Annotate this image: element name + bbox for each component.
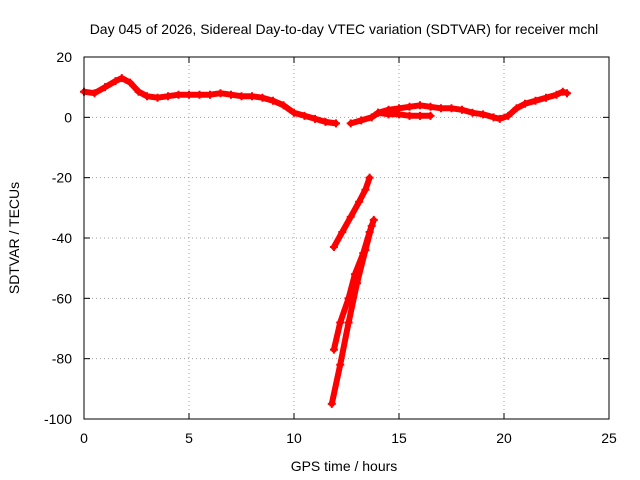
data-point [552, 90, 561, 99]
data-point [458, 105, 466, 114]
data-point [126, 78, 135, 87]
data-point [357, 116, 366, 125]
data-point [384, 110, 393, 119]
data-point [426, 111, 435, 120]
data-point [512, 104, 521, 113]
chart-title: Day 045 of 2026, Sidereal Day-to-day VTE… [90, 21, 599, 37]
data-point [426, 102, 435, 111]
data-point [279, 101, 288, 110]
data-point [269, 96, 277, 105]
data-point [365, 173, 374, 182]
series-2 [374, 108, 435, 120]
data-point [447, 104, 456, 113]
data-point [101, 83, 109, 92]
data-point [336, 360, 345, 369]
tick-layer [83, 56, 610, 420]
data-point [227, 90, 235, 99]
y-tick-label: 0 [64, 109, 72, 125]
data-point [111, 77, 120, 86]
y-tick-label: -60 [52, 290, 72, 306]
data-point [495, 114, 504, 123]
data-point [346, 119, 355, 128]
data-point [374, 108, 382, 117]
data-point [290, 108, 298, 117]
data-point [117, 74, 126, 83]
data-point [395, 110, 403, 119]
data-point [237, 92, 246, 101]
data-point [300, 111, 309, 120]
data-point [468, 108, 477, 117]
series-5 [327, 221, 376, 408]
data-point [134, 87, 143, 96]
data-point [206, 90, 214, 99]
data-point [367, 113, 376, 122]
data-point [332, 119, 340, 128]
data-point [489, 113, 498, 122]
data-point [355, 197, 364, 206]
data-point [153, 93, 162, 102]
x-tick-label: 25 [601, 430, 617, 446]
data-point [90, 89, 99, 98]
x-tick-label: 0 [80, 430, 88, 446]
x-tick-label: 5 [185, 430, 193, 446]
data-point [563, 89, 571, 98]
series-1 [346, 87, 571, 128]
data-point [311, 114, 319, 123]
data-point [185, 90, 193, 99]
data-layer [80, 74, 571, 408]
x-axis-label: GPS time / hours [291, 458, 398, 474]
y-tick-label: -80 [52, 351, 72, 367]
data-point [437, 104, 445, 113]
data-point [346, 212, 355, 221]
data-point [248, 92, 256, 101]
data-point [195, 90, 204, 99]
data-point [143, 92, 151, 101]
data-point [361, 185, 370, 194]
data-point [338, 227, 347, 236]
data-point [416, 111, 424, 120]
data-point [174, 90, 183, 99]
data-point [479, 110, 487, 119]
y-tick-label: 20 [56, 49, 72, 65]
data-point [521, 99, 529, 108]
data-point [327, 399, 336, 408]
data-point [416, 101, 424, 110]
series-3 [329, 173, 374, 252]
x-tick-label: 15 [391, 430, 407, 446]
data-point [369, 215, 378, 224]
data-point [405, 111, 414, 120]
x-tick-label: 10 [286, 430, 302, 446]
data-point [558, 87, 567, 96]
data-point [405, 102, 414, 111]
data-point [367, 221, 376, 230]
data-point [344, 318, 353, 327]
data-point [164, 92, 172, 101]
data-point [542, 93, 550, 102]
data-point [329, 345, 338, 354]
series-line [328, 222, 375, 407]
data-point [504, 111, 513, 120]
y-tick-label: -40 [52, 230, 72, 246]
y-tick-label: -100 [44, 411, 72, 427]
tick-label-layer: 0 5 10 15 20 25 -100 -80 -60 -40 -20 0 20 [44, 49, 617, 446]
data-point [353, 279, 361, 288]
y-axis-label: SDTVAR / TECUs [6, 182, 22, 294]
data-point [216, 89, 225, 98]
data-point [258, 93, 267, 102]
data-point [321, 117, 330, 126]
data-point [361, 246, 370, 255]
x-tick-label: 20 [496, 430, 512, 446]
data-point [531, 96, 540, 105]
data-point [329, 243, 338, 252]
y-tick-label: -20 [52, 170, 72, 186]
data-point [336, 318, 345, 327]
